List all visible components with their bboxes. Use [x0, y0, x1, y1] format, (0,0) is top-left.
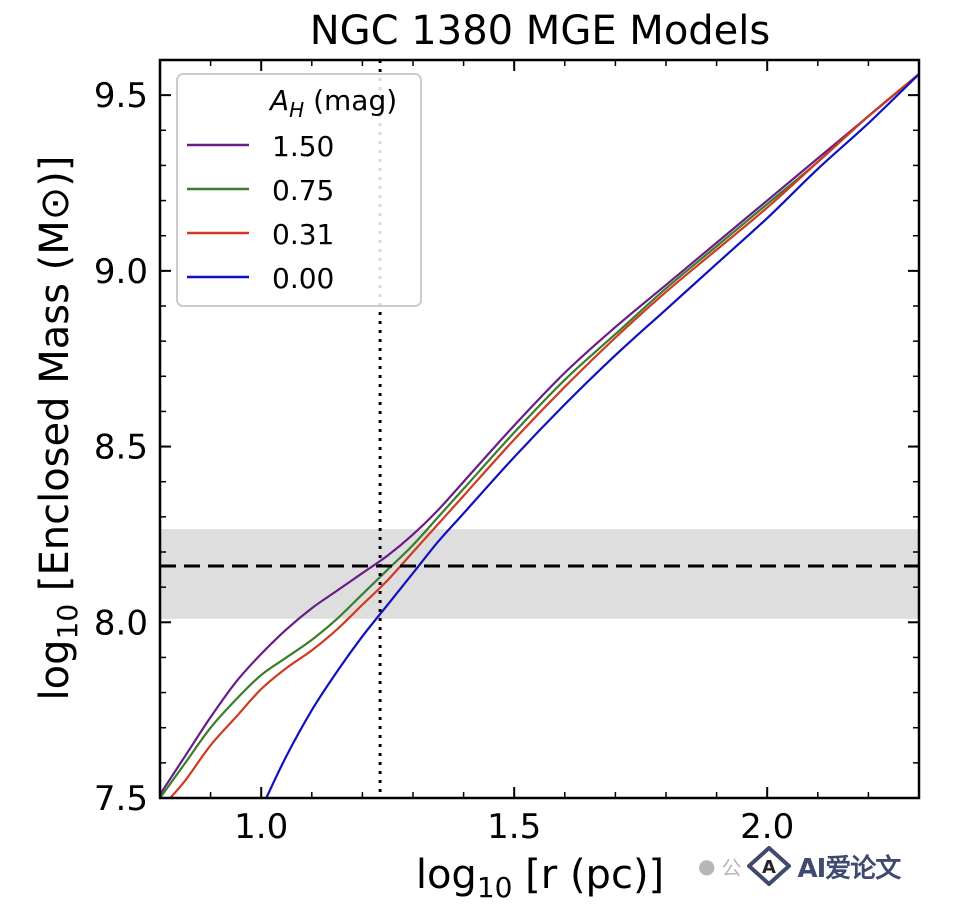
watermark-text: AI爱论文 — [797, 853, 901, 884]
ticks-layer: 1.0 1.5 2.0 7.5 8.0 8.5 9.0 9.5 — [94, 59, 920, 847]
series-line-1.50 — [160, 73, 919, 796]
watermark: ● 公 A AI爱论文 — [698, 846, 901, 886]
series-layer — [160, 73, 919, 798]
x-tick-label: 2.0 — [740, 807, 794, 847]
y-tick-label: 9.0 — [94, 252, 148, 292]
series-line-0.00 — [265, 73, 919, 798]
y-tick-label: 8.0 — [94, 603, 148, 643]
logo-icon: A — [747, 846, 792, 886]
plot-frame — [158, 58, 921, 800]
legend-items: 1.50 0.75 0.31 0.00 — [187, 130, 334, 295]
svg-text:A: A — [762, 857, 776, 878]
y-tick-label: 7.5 — [94, 779, 148, 819]
watermark-symbol: 公 — [721, 855, 742, 880]
legend-box — [176, 73, 422, 307]
legend: AH (mag) 1.50 0.75 0.31 0.00 — [176, 73, 422, 307]
legend-label-0.75: 0.75 — [272, 174, 334, 207]
x-axis-label: log10 [r (pc)] — [416, 852, 664, 904]
uncertainty-band — [160, 529, 919, 619]
y-axis-label: log10 [Enclosed Mass (M⊙)] — [32, 156, 84, 701]
chart-title: NGC 1380 MGE Models — [310, 8, 771, 54]
legend-label-0.00: 0.00 — [272, 262, 334, 295]
y-tick-label: 8.5 — [94, 428, 148, 468]
x-tick-label: 1.5 — [487, 807, 541, 847]
y-tick-label: 9.5 — [94, 76, 148, 116]
uncertainty-band-layer — [160, 529, 919, 619]
legend-label-1.50: 1.50 — [272, 130, 334, 163]
reference-lines-layer — [160, 60, 919, 798]
legend-title: AH (mag) — [268, 84, 397, 122]
legend-label-0.31: 0.31 — [272, 218, 334, 251]
series-line-0.31 — [169, 73, 919, 798]
wechat-icon: ● — [698, 854, 716, 878]
series-line-0.75 — [160, 73, 919, 798]
x-tick-label: 1.0 — [234, 807, 288, 847]
